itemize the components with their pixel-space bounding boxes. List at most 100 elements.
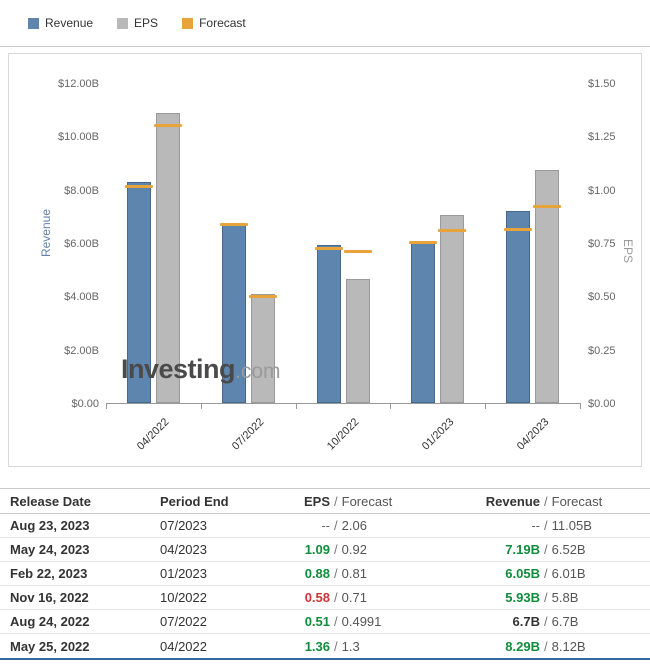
eps-bar[interactable] (155, 112, 180, 403)
revenue-forecast-value: 6.7B (551, 614, 579, 629)
revenue-separator: / (544, 614, 548, 629)
eps-separator: / (334, 614, 338, 629)
eps-forecast-value: 0.92 (341, 542, 367, 557)
period-end-cell: 04/2022 (160, 638, 207, 654)
header-revenue-separator: / (544, 493, 548, 509)
left-axis-tick-label: $6.00B (64, 238, 99, 250)
revenue-forecast-value: 5.8B (551, 590, 579, 605)
x-axis-tick (106, 403, 107, 409)
revenue-value: 8.29B (505, 638, 540, 654)
eps-value: 1.09 (304, 542, 330, 557)
table-row: Nov 16, 2022 10/2022 0.58/0.71 5.93B/5.8B (0, 586, 650, 610)
table-row: Aug 23, 2023 07/2023 --/2.06 -- /11.05B (0, 514, 650, 538)
watermark-text: Investing (121, 354, 236, 384)
revenue-value: 6.05B (505, 566, 540, 581)
revenue-cell: 8.29B/8.12B (415, 639, 640, 654)
x-axis-tick (295, 403, 297, 409)
eps-cell: 0.88 /0.81 (265, 566, 415, 581)
revenue-cell: 5.93B /5.8B (415, 590, 640, 605)
revenue-bar[interactable] (316, 244, 341, 403)
eps-cell: 0.58 /0.71 (265, 590, 415, 605)
revenue-value: -- (531, 518, 540, 533)
revenue-cell: 6.7B/6.7B (415, 614, 640, 629)
table-header-row: Release Date Period End EPS / Forecast R… (0, 488, 650, 514)
forecast-swatch-icon (182, 17, 194, 29)
eps-cell: -- /2.06 (265, 518, 415, 533)
earnings-table: Release Date Period End EPS / Forecast R… (0, 488, 650, 660)
revenue-bar[interactable] (506, 211, 531, 403)
x-axis-label: 10/2022 (324, 416, 362, 453)
table-row: May 24, 2023 04/2023 1.09/0.92 7.19B/6.52B (0, 538, 650, 562)
release-date-cell: Feb 22, 2023 (10, 566, 88, 581)
header-revenue-forecast: Forecast (551, 493, 603, 509)
eps-separator: / (334, 590, 338, 605)
legend: Revenue EPS Forecast (0, 0, 650, 47)
eps-separator: / (334, 638, 338, 654)
header-revenue: Revenue / Forecast (415, 494, 640, 509)
eps-value: 1.36 (304, 638, 330, 654)
revenue-swatch-icon (28, 17, 39, 29)
legend-item-eps[interactable]: EPS (117, 16, 158, 30)
right-axis-tick-label: $0.75 (588, 238, 616, 250)
right-axis-tick-label: $0.25 (588, 344, 616, 357)
legend-label: Revenue (45, 16, 94, 30)
x-axis-label: 01/2023 (419, 416, 457, 453)
eps-bar[interactable] (440, 215, 465, 403)
release-date-cell: Aug 24, 2022 (10, 614, 90, 629)
revenue-cell: -- /11.05B (415, 518, 640, 533)
header-release-date: Release Date (10, 493, 91, 509)
right-axis-tick-label: $1.25 (588, 131, 616, 144)
revenue-forecast-marker (124, 184, 153, 188)
revenue-cell: 6.05B /6.01B (415, 566, 640, 581)
eps-bar[interactable] (535, 170, 560, 403)
revenue-separator: / (544, 518, 548, 533)
right-axis-tick-label: $1.00 (588, 184, 616, 197)
eps-forecast-marker (153, 124, 182, 128)
table-row: Aug 24, 2022 07/2022 0.51/0.4991 6.7B/6.7B (0, 610, 650, 634)
revenue-value: 6.7B (512, 614, 540, 629)
revenue-bar[interactable] (411, 241, 436, 403)
eps-value: 0.58 (304, 590, 330, 605)
revenue-forecast-value: 11.05B (551, 518, 592, 533)
left-axis-tick-label: $2.00B (64, 344, 99, 357)
legend-item-forecast[interactable]: Forecast (182, 16, 246, 30)
revenue-forecast-marker (314, 246, 343, 250)
header-eps: EPS / Forecast (265, 494, 415, 509)
eps-forecast-value: 1.3 (341, 638, 360, 654)
right-axis-tick-label: $1.50 (588, 78, 616, 90)
right-axis-tick-label: $0.00 (588, 398, 616, 410)
eps-value: 0.88 (304, 566, 330, 581)
eps-forecast-value: 0.71 (341, 590, 367, 605)
header-eps-label: EPS (303, 493, 330, 509)
eps-bar[interactable] (250, 294, 275, 403)
left-axis-tick-label: $12.00B (58, 78, 99, 90)
period-end-cell: 07/2023 (160, 518, 207, 533)
revenue-bar[interactable] (221, 224, 246, 403)
x-axis-label: 04/2022 (135, 416, 172, 453)
right-axis-title: EPS (621, 239, 635, 264)
revenue-value: 7.19B (505, 542, 540, 557)
revenue-separator: / (544, 566, 548, 581)
header-eps-forecast: Forecast (341, 493, 393, 509)
period-end-cell: 01/2023 (160, 566, 207, 581)
left-axis-tick-label: $0.00 (71, 398, 99, 410)
x-axis-tick (485, 403, 487, 409)
revenue-forecast-marker (219, 222, 248, 226)
plot-area (106, 84, 581, 409)
x-axis-label: 04/2023 (514, 416, 552, 453)
revenue-bar[interactable] (126, 181, 151, 403)
left-axis-tick-label: $8.00B (64, 184, 99, 197)
header-revenue-label: Revenue (485, 493, 540, 509)
release-date-cell: Aug 23, 2023 (10, 518, 90, 533)
investing-watermark: Investing .com (121, 354, 281, 385)
period-end-cell: 07/2022 (160, 614, 207, 629)
header-eps-separator: / (334, 493, 338, 509)
eps-bar[interactable] (345, 279, 370, 403)
x-axis-label: 07/2022 (230, 416, 267, 453)
right-axis-tick-label: $0.50 (588, 291, 616, 304)
x-axis-tick (390, 403, 392, 409)
eps-cell: 0.51 /0.4991 (265, 614, 415, 629)
period-end-cell: 04/2023 (160, 542, 207, 557)
period-end-cell: 10/2022 (160, 590, 207, 605)
legend-item-revenue[interactable]: Revenue (28, 16, 93, 30)
